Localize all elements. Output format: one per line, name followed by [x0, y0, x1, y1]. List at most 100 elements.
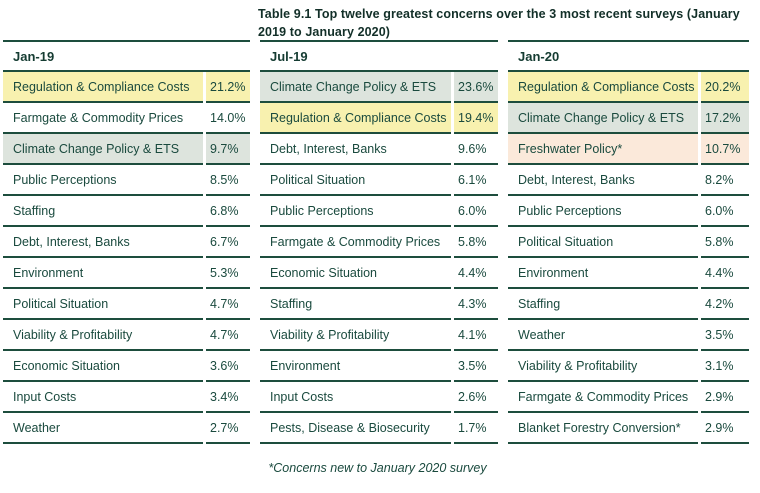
column-gap — [501, 258, 505, 289]
value-cell: 3.6% — [206, 351, 250, 382]
column-gap — [253, 258, 257, 289]
table-row: Debt, Interest, Banks 6.7% Farmgate & Comm… — [3, 227, 749, 258]
value-cell: 2.6% — [454, 382, 498, 413]
value-cell: 19.4% — [454, 103, 498, 134]
concern-cell: Farmgate & Commodity Prices — [260, 227, 451, 258]
value-cell: 20.2% — [701, 72, 749, 103]
value-cell: 5.8% — [701, 227, 749, 258]
value-cell: 2.9% — [701, 382, 749, 413]
column-gap — [253, 351, 257, 382]
concern-cell: Public Perceptions — [3, 165, 203, 196]
table-row: Environment 5.3% Economic Situation 4.4% Env… — [3, 258, 749, 289]
concern-cell: Climate Change Policy & ETS — [260, 72, 451, 103]
value-cell: 4.7% — [206, 320, 250, 351]
header-row: Jan-19 Jul-19 Jan-20 — [3, 40, 749, 72]
column-gap — [501, 289, 505, 320]
column-gap — [501, 382, 505, 413]
value-cell: 4.2% — [701, 289, 749, 320]
table-row: Input Costs 3.4% Input Costs 2.6% Farmgate &… — [3, 382, 749, 413]
concern-cell: Viability & Profitability — [508, 351, 698, 382]
table-row: Staffing 6.8% Public Perceptions 6.0% Public… — [3, 196, 749, 227]
value-cell: 3.4% — [206, 382, 250, 413]
concern-cell: Debt, Interest, Banks — [508, 165, 698, 196]
concern-cell: Staffing — [260, 289, 451, 320]
value-cell: 21.2% — [206, 72, 250, 103]
value-cell: 23.6% — [454, 72, 498, 103]
concern-cell: Climate Change Policy & ETS — [508, 103, 698, 134]
table-row: Regulation & Compliance Costs 21.2% Climat… — [3, 72, 749, 103]
concern-cell: Climate Change Policy & ETS — [3, 134, 203, 165]
column-gap — [501, 351, 505, 382]
column-gap — [501, 227, 505, 258]
value-cell: 9.7% — [206, 134, 250, 165]
value-cell: 3.5% — [454, 351, 498, 382]
column-gap — [501, 165, 505, 196]
value-cell: 3.5% — [701, 320, 749, 351]
concern-cell: Public Perceptions — [260, 196, 451, 227]
table-row: Political Situation 4.7% Staffing 4.3% Staff… — [3, 289, 749, 320]
value-cell: 14.0% — [206, 103, 250, 134]
value-cell: 6.0% — [454, 196, 498, 227]
column-gap — [253, 40, 257, 72]
table-row: Climate Change Policy & ETS 9.7% Debt, Int… — [3, 134, 749, 165]
concerns-table: Jan-19 Jul-19 Jan-20 Regulation & Compli… — [0, 40, 752, 444]
value-cell: 4.7% — [206, 289, 250, 320]
concern-cell: Pests, Disease & Biosecurity — [260, 413, 451, 444]
value-cell: 3.1% — [701, 351, 749, 382]
column-gap — [253, 382, 257, 413]
table-row: Weather 2.7% Pests, Disease & Biosecurity 1… — [3, 413, 749, 444]
concern-cell: Staffing — [508, 289, 698, 320]
concern-cell: Public Perceptions — [508, 196, 698, 227]
table-row: Economic Situation 3.6% Environment 3.5% Via… — [3, 351, 749, 382]
column-gap — [253, 134, 257, 165]
column-gap — [501, 320, 505, 351]
value-cell: 4.3% — [454, 289, 498, 320]
concern-cell: Debt, Interest, Banks — [3, 227, 203, 258]
concern-cell: Weather — [3, 413, 203, 444]
concern-cell: Political Situation — [260, 165, 451, 196]
value-cell: 6.1% — [454, 165, 498, 196]
concern-cell: Weather — [508, 320, 698, 351]
concern-cell: Political Situation — [508, 227, 698, 258]
concern-cell: Economic Situation — [260, 258, 451, 289]
footnote: *Concerns new to January 2020 survey — [268, 461, 487, 475]
value-cell: 5.3% — [206, 258, 250, 289]
concern-cell: Input Costs — [3, 382, 203, 413]
column-gap — [501, 196, 505, 227]
value-cell: 4.4% — [701, 258, 749, 289]
concern-cell: Input Costs — [260, 382, 451, 413]
value-cell: 5.8% — [454, 227, 498, 258]
column-gap — [501, 134, 505, 165]
concern-cell: Viability & Profitability — [260, 320, 451, 351]
concern-cell: Debt, Interest, Banks — [260, 134, 451, 165]
value-cell: 8.5% — [206, 165, 250, 196]
column-gap — [253, 103, 257, 134]
column-gap — [501, 72, 505, 103]
value-cell: 8.2% — [701, 165, 749, 196]
value-cell: 17.2% — [701, 103, 749, 134]
concern-cell: Blanket Forestry Conversion* — [508, 413, 698, 444]
value-cell: 6.0% — [701, 196, 749, 227]
concern-cell: Farmgate & Commodity Prices — [508, 382, 698, 413]
value-cell: 6.7% — [206, 227, 250, 258]
concern-cell: Environment — [260, 351, 451, 382]
column-gap — [253, 196, 257, 227]
value-cell: 10.7% — [701, 134, 749, 165]
concern-cell: Regulation & Compliance Costs — [508, 72, 698, 103]
column-gap — [501, 103, 505, 134]
value-cell: 1.7% — [454, 413, 498, 444]
column-gap — [501, 413, 505, 444]
column-gap — [253, 289, 257, 320]
concern-cell: Economic Situation — [3, 351, 203, 382]
value-cell: 4.4% — [454, 258, 498, 289]
column-gap — [501, 40, 505, 72]
value-cell: 9.6% — [454, 134, 498, 165]
concern-cell: Staffing — [3, 196, 203, 227]
concern-cell: Regulation & Compliance Costs — [3, 72, 203, 103]
concern-cell: Regulation & Compliance Costs — [260, 103, 451, 134]
table-title: Table 9.1 Top twelve greatest concerns o… — [258, 7, 740, 39]
table-row: Public Perceptions 8.5% Political Situatio… — [3, 165, 749, 196]
concern-cell: Environment — [3, 258, 203, 289]
concern-cell: Freshwater Policy* — [508, 134, 698, 165]
